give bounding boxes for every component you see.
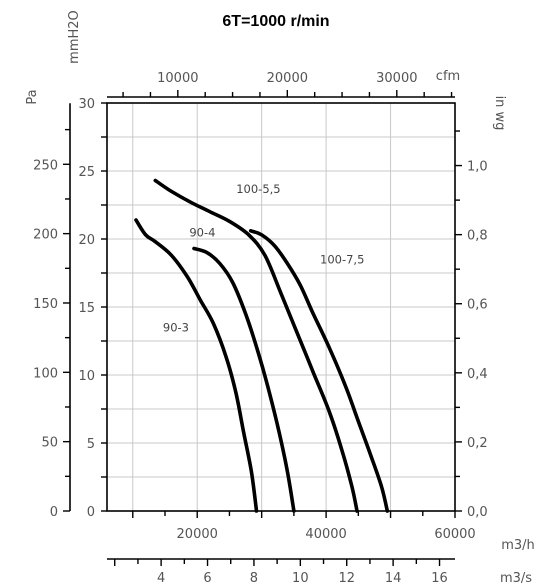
inwg-tick-label: 0,0: [467, 505, 488, 520]
mmh2o-tick-label: 20: [78, 233, 95, 248]
curve-90-4: [192, 246, 296, 513]
pa-tick-label: 200: [33, 228, 58, 243]
inwg-unit-label: in wg: [492, 96, 507, 131]
m3s-tick-label: 14: [385, 571, 402, 586]
curve-label: 100-7,5: [320, 252, 364, 266]
cfm-unit-label: cfm: [436, 69, 460, 84]
cfm-tick-label: 30000: [376, 71, 417, 86]
mmh2o-tick-label: 30: [78, 97, 95, 112]
grid-lines: [107, 103, 455, 511]
mmh2o-tick-label: 5: [87, 437, 95, 452]
inwg-tick-label: 0,4: [467, 367, 488, 382]
mmh2o-unit-label: mmH2O: [67, 10, 82, 64]
m3s-unit-label: m3/s: [500, 571, 532, 586]
curve-100-5,5: [153, 178, 359, 513]
pa-tick-label: 0: [50, 505, 58, 520]
mmh2o-tick-label: 0: [87, 505, 95, 520]
m3h-tick-label: 20000: [177, 527, 218, 542]
axes: [63, 90, 462, 566]
mmh2o-tick-label: 25: [78, 165, 95, 180]
pa-tick-label: 150: [33, 297, 58, 312]
labels: 0 50 100 150 200 250 Pa 0 5 10 15 20 25 30 mmH2O 0,0 0,2…: [25, 10, 535, 586]
mmh2o-tick-label: 10: [78, 369, 95, 384]
pa-tick-label: 250: [33, 158, 58, 173]
cfm-tick-label: 20000: [267, 71, 308, 86]
inwg-tick-label: 0,6: [467, 298, 488, 313]
mmh2o-tick-label: 15: [78, 301, 95, 316]
curve-90-3: [134, 218, 259, 513]
cfm-tick-label: 10000: [157, 71, 198, 86]
m3s-tick-label: 16: [431, 571, 448, 586]
curve-100-7,5: [248, 229, 390, 513]
inwg-tick-label: 1,0: [467, 160, 488, 175]
m3s-tick-label: 4: [157, 571, 165, 586]
curve-label: 90-4: [189, 225, 215, 239]
inwg-tick-label: 0,2: [467, 436, 488, 451]
m3s-tick-label: 10: [292, 571, 309, 586]
m3s-tick-label: 6: [203, 571, 211, 586]
pa-tick-label: 100: [33, 366, 58, 381]
chart-title: 6T=1000 r/min: [222, 13, 329, 30]
m3h-unit-label: m3/h: [501, 538, 535, 553]
m3s-tick-label: 8: [250, 571, 258, 586]
m3h-tick-label: 40000: [305, 527, 346, 542]
m3h-tick-label: 60000: [434, 527, 475, 542]
m3s-tick-label: 12: [338, 571, 355, 586]
curve-label: 90-3: [163, 320, 189, 334]
curve-label: 100-5,5: [236, 182, 280, 196]
inwg-tick-label: 0,8: [467, 229, 488, 244]
pa-unit-label: Pa: [25, 89, 40, 104]
curves: [134, 178, 390, 513]
pa-tick-label: 50: [41, 436, 58, 451]
